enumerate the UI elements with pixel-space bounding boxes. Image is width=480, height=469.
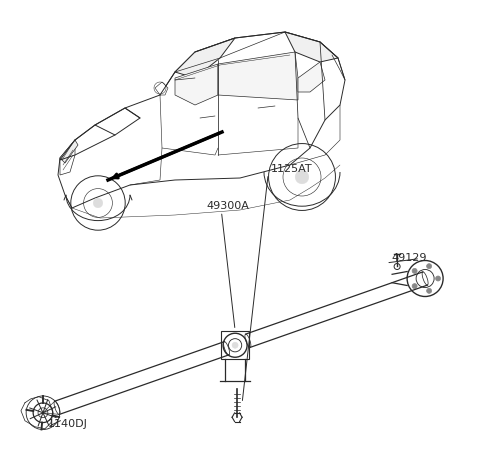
- Circle shape: [412, 268, 417, 273]
- Text: 49300A: 49300A: [206, 201, 249, 212]
- Circle shape: [427, 264, 432, 269]
- Text: 1140DJ: 1140DJ: [48, 419, 88, 430]
- Circle shape: [295, 170, 309, 184]
- Polygon shape: [155, 82, 168, 95]
- Circle shape: [412, 284, 417, 288]
- Polygon shape: [175, 38, 235, 78]
- Circle shape: [435, 276, 441, 281]
- Text: 49129: 49129: [391, 253, 427, 263]
- Circle shape: [232, 342, 238, 348]
- Polygon shape: [175, 64, 218, 105]
- Polygon shape: [298, 62, 325, 92]
- Circle shape: [427, 288, 432, 293]
- Polygon shape: [218, 52, 298, 100]
- Polygon shape: [285, 32, 338, 62]
- Text: 1125AT: 1125AT: [271, 164, 313, 174]
- Polygon shape: [60, 140, 75, 175]
- Polygon shape: [60, 140, 78, 163]
- Circle shape: [93, 198, 103, 208]
- Polygon shape: [58, 32, 345, 208]
